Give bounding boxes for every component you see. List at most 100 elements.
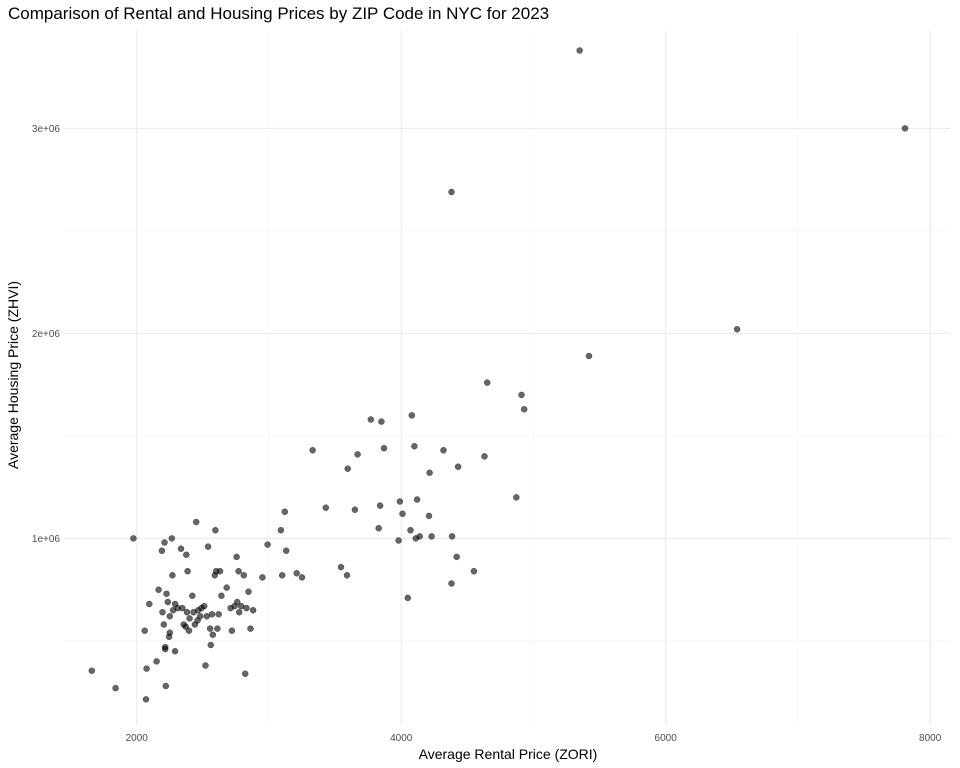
data-point (278, 572, 286, 579)
data-point (901, 125, 909, 132)
data-point (216, 567, 224, 575)
data-point (235, 608, 243, 616)
data-point (448, 533, 456, 540)
data-point (208, 611, 216, 618)
data-point (186, 615, 193, 622)
grid (64, 30, 950, 725)
data-point (130, 535, 137, 542)
data-point (520, 406, 528, 413)
data-point (453, 553, 460, 561)
data-point (395, 537, 402, 544)
data-point (161, 539, 168, 546)
data-point (153, 658, 160, 665)
y-tick-label: 3e+06 (32, 124, 61, 135)
data-point (416, 533, 423, 540)
data-point (183, 551, 190, 559)
data-point (212, 526, 219, 534)
data-point (206, 625, 214, 632)
data-point (343, 572, 351, 579)
data-point (185, 627, 193, 634)
data-point (143, 665, 150, 672)
data-point (228, 627, 236, 634)
data-point (428, 533, 435, 540)
data-point (112, 684, 119, 692)
data-point (233, 598, 241, 606)
data-point (189, 592, 196, 600)
x-axis-ticks: 2000 4000 6000 8000 (126, 733, 942, 744)
data-point (177, 545, 185, 552)
data-point (440, 447, 447, 454)
x-tick-label: 6000 (655, 733, 678, 744)
x-tick-label: 8000 (919, 733, 942, 744)
data-point (407, 526, 414, 534)
data-point (425, 512, 433, 520)
data-point (204, 543, 212, 550)
x-tick-label: 4000 (390, 733, 413, 744)
chart-title: Comparison of Rental and Housing Prices … (8, 4, 549, 23)
data-point (337, 563, 345, 571)
data-point (298, 574, 306, 581)
y-tick-label: 1e+06 (32, 534, 61, 545)
data-point (223, 584, 230, 591)
x-tick-label: 2000 (126, 733, 149, 744)
data-point (200, 602, 208, 610)
data-point (259, 574, 266, 581)
data-point (264, 541, 271, 548)
data-point (166, 629, 174, 636)
data-point (396, 498, 404, 505)
data-point (454, 463, 462, 470)
data-point (733, 326, 741, 333)
data-point (184, 567, 191, 575)
data-point (160, 621, 168, 628)
data-point (380, 444, 388, 452)
data-points (88, 47, 909, 703)
data-point (169, 572, 176, 579)
data-point (282, 547, 290, 554)
data-point (247, 625, 254, 632)
data-point (413, 496, 421, 503)
data-point (202, 662, 209, 669)
data-point (481, 453, 488, 460)
data-point (168, 535, 176, 542)
data-point (162, 682, 170, 690)
data-point (448, 188, 455, 196)
data-point (166, 613, 174, 620)
data-point (483, 379, 491, 386)
data-point (277, 526, 285, 534)
data-point (214, 625, 221, 632)
data-point (245, 588, 252, 595)
data-point (164, 598, 172, 606)
data-point (249, 606, 257, 614)
data-point (293, 570, 300, 577)
y-tick-label: 2e+06 (32, 329, 61, 340)
data-point (585, 352, 593, 360)
data-point (518, 391, 525, 399)
data-point (367, 416, 375, 423)
data-point (192, 518, 200, 526)
data-point (281, 508, 289, 516)
y-axis-title: Average Housing Price (ZHVI) (5, 281, 21, 469)
data-point (378, 418, 385, 425)
data-point (404, 594, 412, 602)
data-point (233, 553, 240, 561)
data-point (376, 502, 384, 509)
data-point (161, 645, 169, 653)
data-point (399, 510, 406, 518)
data-point (141, 627, 148, 634)
data-point (215, 611, 222, 618)
data-point (426, 469, 433, 477)
data-point (354, 451, 361, 458)
data-point (408, 412, 416, 419)
data-point (88, 667, 96, 674)
data-point (576, 47, 583, 54)
data-point (243, 604, 250, 612)
x-axis-title: Average Rental Price (ZORI) (419, 746, 598, 762)
data-point (240, 572, 248, 579)
data-point (209, 631, 217, 639)
y-axis-ticks: 1e+06 2e+06 3e+06 (32, 124, 61, 545)
data-point (142, 696, 150, 703)
data-point (448, 580, 455, 587)
data-point (470, 567, 478, 575)
data-point (179, 604, 186, 612)
